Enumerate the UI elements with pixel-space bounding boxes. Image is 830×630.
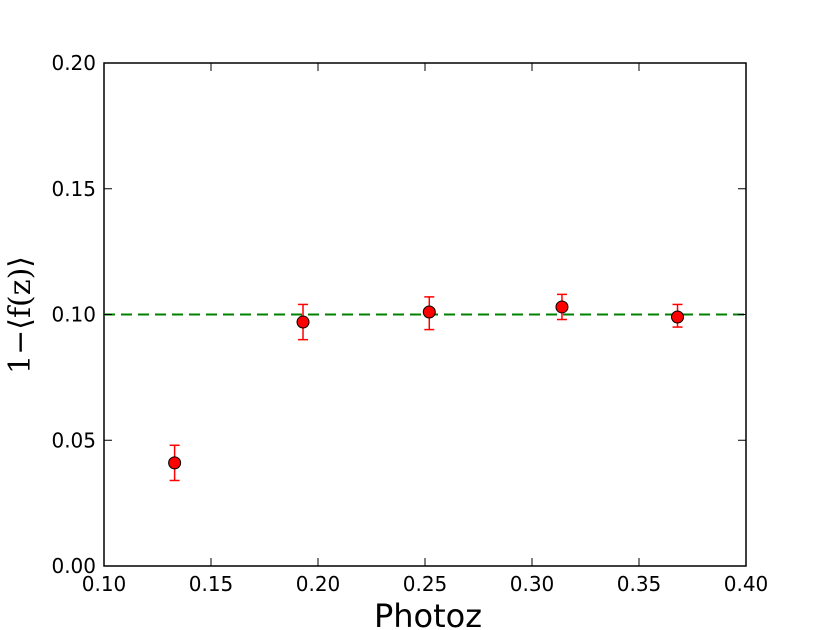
y-tick-label: 0.05 — [51, 428, 96, 452]
data-point — [671, 310, 685, 324]
data-point — [168, 456, 182, 470]
data-points-layer — [168, 293, 685, 482]
data-point — [296, 315, 310, 329]
x-tick-label: 0.40 — [724, 572, 769, 596]
data-point-group — [422, 296, 436, 331]
x-tick-label: 0.15 — [189, 572, 234, 596]
x-axis: 0.10 0.15 0.20 0.25 0.30 0.35 0.40 — [82, 63, 769, 596]
y-axis-label: 1−⟨f(z)⟩ — [3, 256, 38, 374]
data-point-group — [555, 293, 569, 321]
x-axis-label: Photoz — [374, 597, 482, 630]
data-point — [555, 300, 569, 314]
data-point-group — [671, 303, 685, 328]
data-point-group — [296, 303, 310, 341]
x-tick-label: 0.20 — [296, 572, 341, 596]
x-tick-label: 0.30 — [510, 572, 555, 596]
data-point-group — [168, 444, 182, 482]
data-point — [422, 305, 436, 319]
y-tick-label: 0.10 — [51, 303, 96, 327]
x-tick-label: 0.25 — [403, 572, 448, 596]
y-tick-label: 0.20 — [51, 51, 96, 75]
y-axis: 0.00 0.05 0.10 0.15 0.20 — [51, 51, 746, 578]
y-tick-label: 0.00 — [51, 554, 96, 578]
y-tick-label: 0.15 — [51, 177, 96, 201]
x-tick-label: 0.35 — [617, 572, 662, 596]
x-tick-label: 0.10 — [82, 572, 127, 596]
